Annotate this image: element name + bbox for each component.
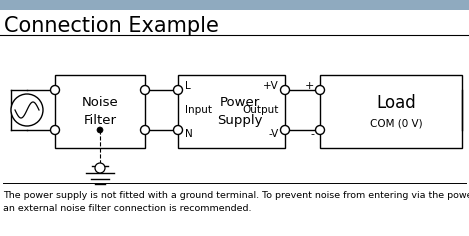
Circle shape — [51, 85, 60, 94]
Circle shape — [174, 85, 182, 94]
Text: N: N — [184, 129, 192, 139]
Text: Noise
Filter: Noise Filter — [82, 96, 118, 127]
Circle shape — [280, 126, 289, 135]
Bar — [320, 75, 462, 148]
Text: The power supply is not fitted with a ground terminal. To prevent noise from ent: The power supply is not fitted with a gr… — [3, 191, 469, 200]
Bar — [55, 75, 145, 148]
Circle shape — [97, 127, 103, 133]
Text: L: L — [184, 81, 190, 91]
Text: COM (0 V): COM (0 V) — [370, 118, 422, 128]
Circle shape — [316, 126, 325, 135]
Text: -: - — [310, 129, 315, 139]
Text: +V: +V — [263, 81, 279, 91]
Circle shape — [174, 126, 182, 135]
Bar — [0, 0, 469, 10]
Text: Power
Supply: Power Supply — [217, 96, 262, 127]
Circle shape — [141, 126, 150, 135]
Text: Input: Input — [184, 105, 212, 115]
Text: -V: -V — [268, 129, 279, 139]
Text: Load: Load — [376, 94, 416, 113]
Bar — [178, 75, 285, 148]
Circle shape — [11, 94, 43, 126]
Text: Output: Output — [242, 105, 279, 115]
Text: Connection Example: Connection Example — [4, 16, 219, 36]
Circle shape — [280, 85, 289, 94]
Circle shape — [316, 85, 325, 94]
Text: +: + — [305, 81, 315, 91]
Circle shape — [51, 126, 60, 135]
Text: an external noise filter connection is recommended.: an external noise filter connection is r… — [3, 204, 251, 213]
Circle shape — [95, 163, 105, 173]
Circle shape — [141, 85, 150, 94]
